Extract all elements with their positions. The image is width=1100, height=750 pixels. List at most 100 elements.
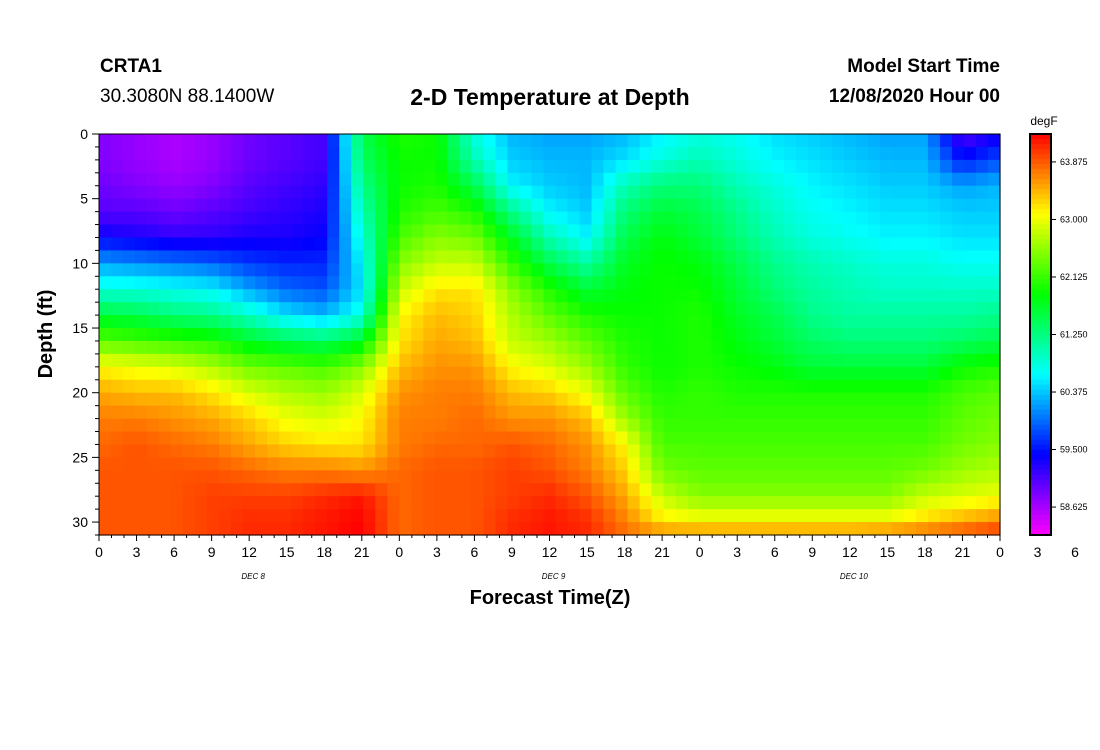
heatmap-cell bbox=[183, 172, 196, 187]
heatmap-cell bbox=[783, 340, 797, 355]
heatmap-cell bbox=[255, 340, 268, 355]
heatmap-cell bbox=[591, 470, 605, 484]
heatmap-cell bbox=[99, 496, 112, 510]
heatmap-cell bbox=[411, 263, 424, 277]
heatmap-cell bbox=[831, 405, 845, 420]
heatmap-cell bbox=[531, 237, 545, 252]
heatmap-cell bbox=[207, 237, 220, 252]
heatmap-cell bbox=[987, 250, 1001, 264]
heatmap-cell bbox=[231, 263, 244, 277]
heatmap-cell bbox=[915, 263, 929, 277]
heatmap-cell bbox=[459, 418, 473, 433]
heatmap-cell bbox=[339, 302, 352, 316]
heatmap-cell bbox=[891, 379, 905, 394]
heatmap-cell bbox=[591, 315, 605, 329]
heatmap-cell bbox=[627, 185, 641, 200]
heatmap-cell bbox=[747, 198, 761, 213]
heatmap-cell bbox=[483, 211, 497, 226]
heatmap-cell bbox=[303, 237, 316, 252]
heatmap-cell bbox=[975, 211, 989, 226]
heatmap-cell bbox=[579, 198, 593, 213]
heatmap-cell bbox=[219, 444, 232, 458]
heatmap-cell bbox=[375, 405, 388, 420]
heatmap-cell bbox=[387, 289, 400, 303]
heatmap-cell bbox=[699, 315, 713, 329]
heatmap-cell bbox=[327, 289, 340, 303]
heatmap-cell bbox=[591, 522, 605, 536]
heatmap-cell bbox=[615, 276, 629, 290]
heatmap-cell bbox=[255, 405, 268, 420]
heatmap-cell bbox=[687, 431, 701, 446]
heatmap-cell bbox=[435, 522, 448, 536]
heatmap-cell bbox=[219, 159, 232, 174]
heatmap-cell bbox=[963, 366, 977, 381]
heatmap-cell bbox=[243, 431, 256, 446]
heatmap-cell bbox=[423, 276, 436, 290]
heatmap-cell bbox=[447, 315, 460, 329]
heatmap-cell bbox=[591, 340, 605, 355]
heatmap-cell bbox=[771, 353, 785, 368]
heatmap-cell bbox=[939, 198, 953, 213]
heatmap-cell bbox=[627, 198, 641, 213]
heatmap-cell bbox=[303, 159, 316, 174]
heatmap-cell bbox=[963, 379, 977, 394]
heatmap-cell bbox=[495, 263, 509, 277]
heatmap-cell bbox=[471, 159, 485, 174]
heatmap-cell bbox=[795, 340, 809, 355]
heatmap-cell bbox=[903, 211, 917, 226]
heatmap-cell bbox=[579, 211, 593, 226]
heatmap-cell bbox=[375, 134, 388, 148]
heatmap-cell bbox=[207, 289, 220, 303]
heatmap-cell bbox=[795, 224, 809, 239]
heatmap-cell bbox=[459, 379, 473, 394]
heatmap-cell bbox=[579, 134, 593, 148]
heatmap-cell bbox=[783, 509, 797, 523]
heatmap-cell bbox=[915, 444, 929, 458]
heatmap-cell bbox=[795, 509, 809, 523]
heatmap-cell bbox=[915, 483, 929, 497]
colorbar-swatch bbox=[1030, 509, 1051, 516]
heatmap-cell bbox=[279, 522, 292, 536]
heatmap-cell bbox=[699, 224, 713, 239]
heatmap-cell bbox=[111, 134, 124, 148]
heatmap-cell bbox=[663, 366, 677, 381]
heatmap-cell bbox=[843, 302, 857, 316]
heatmap-cell bbox=[831, 159, 845, 174]
heatmap-cell bbox=[855, 379, 869, 394]
heatmap-cell bbox=[231, 250, 244, 264]
heatmap-cell bbox=[783, 172, 797, 187]
heatmap-cell bbox=[447, 263, 460, 277]
heatmap-cell bbox=[567, 418, 581, 433]
heatmap-cell bbox=[279, 379, 292, 394]
heatmap-cell bbox=[303, 496, 316, 510]
heatmap-cell bbox=[231, 340, 244, 355]
heatmap-cell bbox=[819, 185, 833, 200]
heatmap-cell bbox=[279, 250, 292, 264]
heatmap-cell bbox=[423, 328, 436, 342]
heatmap-cell bbox=[111, 353, 124, 368]
heatmap-cell bbox=[411, 509, 424, 523]
colorbar-swatch bbox=[1030, 449, 1051, 456]
heatmap-cell bbox=[807, 146, 821, 161]
heatmap-cell bbox=[831, 418, 845, 433]
colorbar-swatch bbox=[1030, 414, 1051, 421]
heatmap-cell bbox=[423, 457, 436, 471]
heatmap-cell bbox=[135, 444, 148, 458]
heatmap-cell bbox=[879, 211, 893, 226]
heatmap-cell bbox=[975, 237, 989, 252]
heatmap-cell bbox=[963, 289, 977, 303]
heatmap-cell bbox=[627, 289, 641, 303]
heatmap-cell bbox=[447, 172, 460, 187]
x-tick-label: 6 bbox=[1071, 544, 1079, 560]
heatmap-cell bbox=[123, 315, 136, 329]
heatmap-cell bbox=[939, 496, 953, 510]
heatmap-cell bbox=[723, 392, 737, 407]
heatmap-cell bbox=[939, 470, 953, 484]
colorbar-swatch bbox=[1030, 454, 1051, 461]
heatmap-cell bbox=[147, 444, 160, 458]
heatmap-cell bbox=[891, 431, 905, 446]
heatmap-cell bbox=[303, 509, 316, 523]
heatmap-cell bbox=[123, 276, 136, 290]
colorbar-swatch bbox=[1030, 144, 1051, 150]
